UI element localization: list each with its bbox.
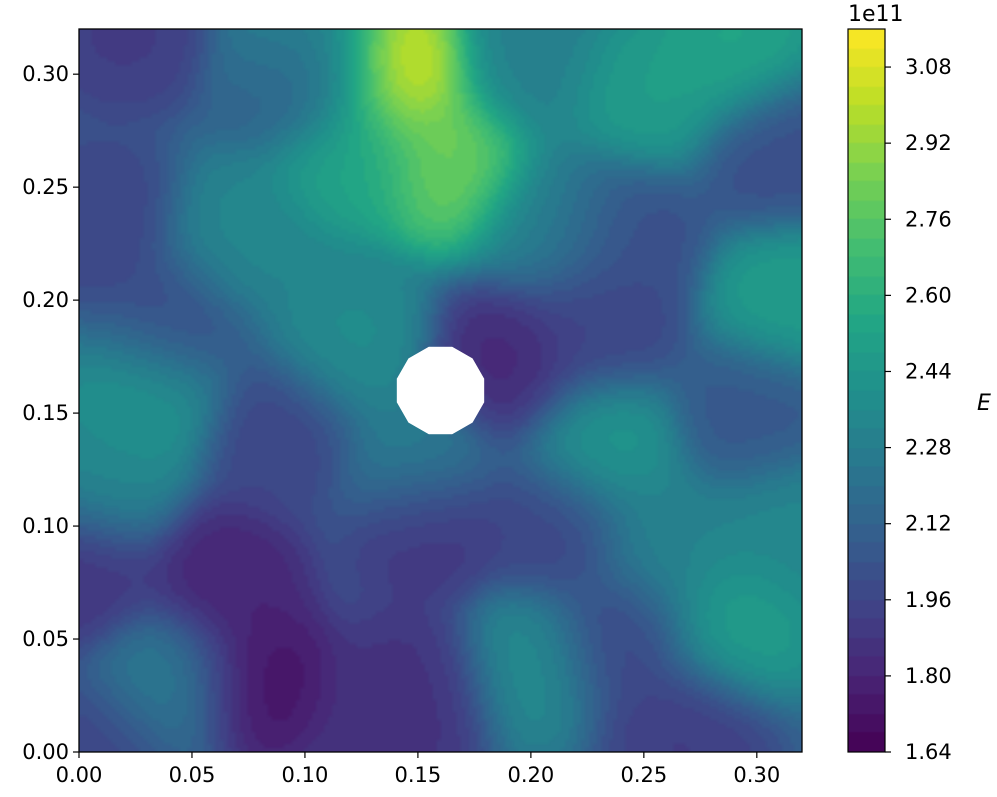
colorbar-tick-label: 1.80 — [905, 664, 952, 688]
y-tick-label: 0.10 — [22, 514, 69, 538]
y-axis: 0.00 0.05 0.10 0.15 0.20 0.25 0.30 — [22, 62, 79, 764]
colorbar-tick-label: 2.12 — [905, 512, 952, 536]
colorbar-scale-label: 1e11 — [848, 2, 904, 27]
y-tick-label: 0.05 — [22, 627, 69, 651]
x-axis: 0.00 0.05 0.10 0.15 0.20 0.25 0.30 — [56, 752, 780, 787]
colorbar-label: E — [977, 391, 991, 416]
x-tick-label: 0.10 — [282, 763, 329, 787]
x-tick-label: 0.30 — [733, 763, 780, 787]
y-tick-label: 0.25 — [22, 175, 69, 199]
colorbar-gradient — [848, 29, 885, 752]
x-tick-label: 0.25 — [620, 763, 667, 787]
colorbar-tick-label: 2.60 — [905, 283, 952, 307]
colorbar-tick-label: 2.76 — [905, 207, 952, 231]
y-tick-label: 0.00 — [22, 740, 69, 764]
colorbar-tick-label: 2.44 — [905, 359, 952, 383]
colorbar-frame — [847, 28, 886, 753]
colorbar-tick-label: 2.92 — [905, 131, 952, 155]
x-tick-label: 0.00 — [56, 763, 103, 787]
x-tick-label: 0.05 — [169, 763, 216, 787]
y-tick-label: 0.15 — [22, 401, 69, 425]
y-tick-label: 0.30 — [22, 62, 69, 86]
colorbar-ticks: 1.64 1.80 1.96 2.12 2.28 2.44 2.60 2.76 2.92 3.08 — [885, 55, 952, 764]
colorbar-tick-label: 3.08 — [905, 55, 952, 79]
hole-region — [396, 346, 485, 435]
colorbar-tick-label: 1.96 — [905, 588, 952, 612]
y-tick-label: 0.20 — [22, 288, 69, 312]
colorbar-tick-label: 2.28 — [905, 436, 952, 460]
colorbar-tick-label: 1.64 — [905, 740, 952, 764]
x-tick-label: 0.15 — [395, 763, 442, 787]
x-tick-label: 0.20 — [507, 763, 554, 787]
colorbar: 1.64 1.80 1.96 2.12 2.28 2.44 2.60 2.76 2.92 3.08… — [847, 2, 991, 764]
plot-frame — [78, 28, 803, 753]
